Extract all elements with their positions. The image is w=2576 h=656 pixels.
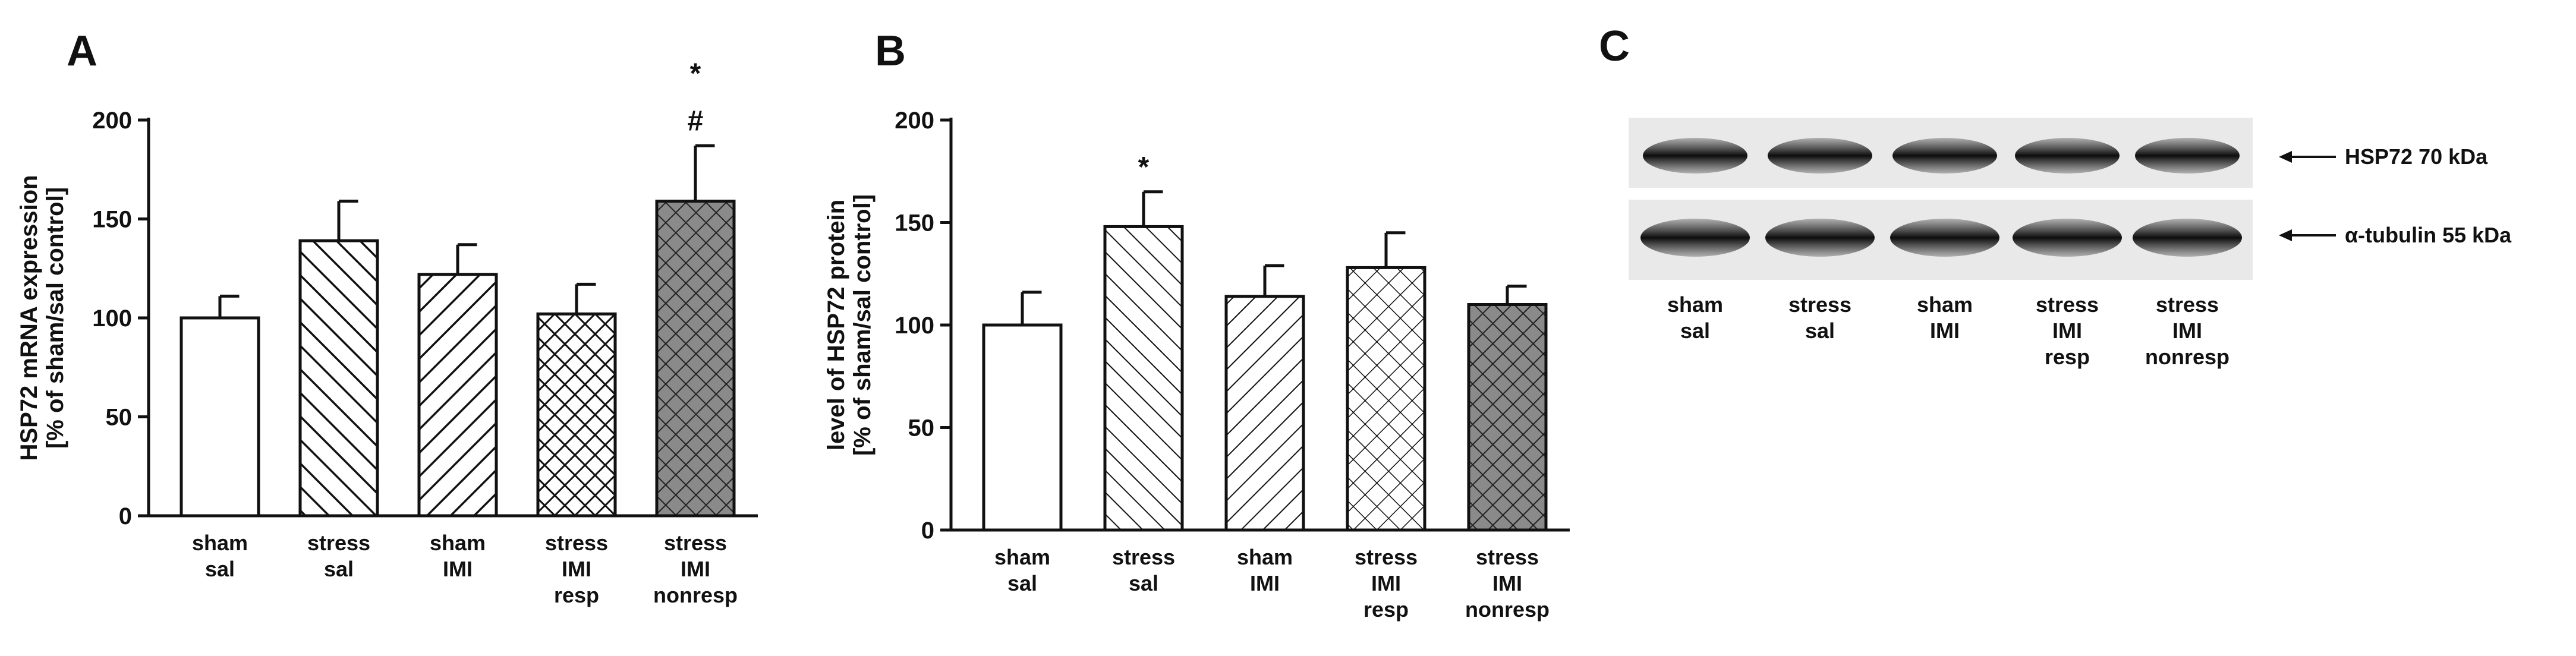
tubulin-band	[2133, 219, 2242, 257]
category-label: stress	[307, 531, 370, 555]
western-blot: HSP72 70 kDa α-tubulin 55 kDa shamsalstr…	[1629, 118, 2512, 369]
category-label: stress	[545, 531, 608, 555]
y-axis-label-line: HSP72 mRNA expression	[16, 175, 42, 461]
y-axis-label: HSP72 mRNA expression[% of sham/sal cont…	[16, 175, 68, 461]
lane-label: sal	[1680, 318, 1710, 343]
blot-label-tubulin: α-tubulin 55 kDa	[2345, 223, 2512, 247]
category-label: resp	[1363, 597, 1409, 622]
y-tick-label: 100	[895, 313, 934, 339]
lane-label: IMI	[2172, 318, 2202, 343]
significance-mark: #	[688, 105, 704, 137]
category-label: nonresp	[653, 583, 738, 607]
hsp72-band	[1768, 138, 1872, 174]
category-label: sham	[994, 545, 1050, 569]
hsp72-band	[1892, 138, 1997, 174]
category-label: sal	[205, 557, 235, 581]
y-tick-label: 200	[895, 108, 934, 134]
y-tick-label: 0	[119, 503, 132, 529]
category-label: sham	[1237, 545, 1293, 569]
y-tick-label: 50	[908, 415, 935, 441]
hsp72-band	[2135, 138, 2240, 174]
panel-letter-b: B	[875, 27, 906, 75]
significance-mark: *	[690, 58, 701, 89]
category-label: IMI	[1492, 571, 1522, 595]
tubulin-band	[1890, 219, 1999, 257]
y-tick-label: 0	[921, 518, 934, 544]
y-axis-label: level of HSP72 protein[% of sham/sal con…	[823, 194, 876, 456]
lane-label: sham	[1667, 292, 1723, 317]
lane-label: resp	[2045, 345, 2090, 369]
category-label: stress	[664, 531, 727, 555]
category-label: sham	[192, 531, 248, 555]
tubulin-band	[1640, 219, 1750, 257]
y-tick-label: 150	[895, 210, 934, 236]
bar	[655, 200, 736, 518]
category-label: IMI	[443, 557, 473, 581]
category-label: sal	[1007, 571, 1037, 595]
hsp72-band	[1643, 138, 1747, 174]
lane-label: stress	[2036, 292, 2099, 317]
significance-mark: *	[1138, 152, 1150, 183]
bar	[298, 239, 379, 518]
category-label: sal	[324, 557, 354, 581]
panel-letter-c: C	[1599, 23, 1630, 70]
bar	[1224, 295, 1305, 532]
lane-label: stress	[2156, 292, 2219, 317]
bar	[982, 323, 1063, 532]
category-label: resp	[554, 583, 599, 607]
bar	[1346, 266, 1426, 532]
category-label: IMI	[681, 557, 710, 581]
lane-label: nonresp	[2145, 345, 2229, 369]
y-tick-label: 200	[92, 108, 132, 134]
tubulin-band	[1765, 219, 1875, 257]
category-label: IMI	[1250, 571, 1280, 595]
category-label: IMI	[1371, 571, 1401, 595]
bar	[417, 273, 498, 518]
y-tick-label: 150	[92, 207, 132, 233]
category-label: stress	[1355, 545, 1418, 569]
tubulin-band	[2013, 219, 2122, 257]
chart-a: 0 50 100 150 200 HSP72 mRNA expression[% of s…	[16, 58, 758, 607]
category-label: nonresp	[1465, 597, 1550, 622]
lane-label: stress	[1788, 292, 1851, 317]
blot-label-hsp72: HSP72 70 kDa	[2345, 144, 2488, 169]
lane-label: sal	[1805, 318, 1835, 343]
lane-label: IMI	[1930, 318, 1960, 343]
category-label: stress	[1112, 545, 1175, 569]
arrow-hsp72	[2279, 151, 2336, 163]
category-label: stress	[1476, 545, 1539, 569]
hsp72-band	[2015, 138, 2120, 174]
category-label: IMI	[562, 557, 591, 581]
category-label: sal	[1129, 571, 1158, 595]
category-label: sham	[430, 531, 486, 555]
chart-b: 0 50 100 150 200 level of HSP72 protein[% of …	[823, 108, 1570, 622]
lane-label: IMI	[2052, 318, 2082, 343]
bar	[536, 312, 617, 518]
y-axis-label-line: [% of sham/sal control]	[42, 187, 68, 449]
panel-letter-a: A	[67, 27, 97, 75]
y-tick-label: 50	[106, 405, 133, 431]
y-tick-label: 100	[92, 305, 132, 332]
lane-label: sham	[1917, 292, 1973, 317]
bar	[1467, 303, 1548, 532]
y-axis-label-line: [% of sham/sal control]	[849, 194, 876, 456]
arrow-tubulin	[2279, 229, 2336, 241]
bar	[179, 316, 260, 518]
y-axis-label-line: level of HSP72 protein	[823, 200, 849, 450]
bar	[1103, 225, 1184, 532]
